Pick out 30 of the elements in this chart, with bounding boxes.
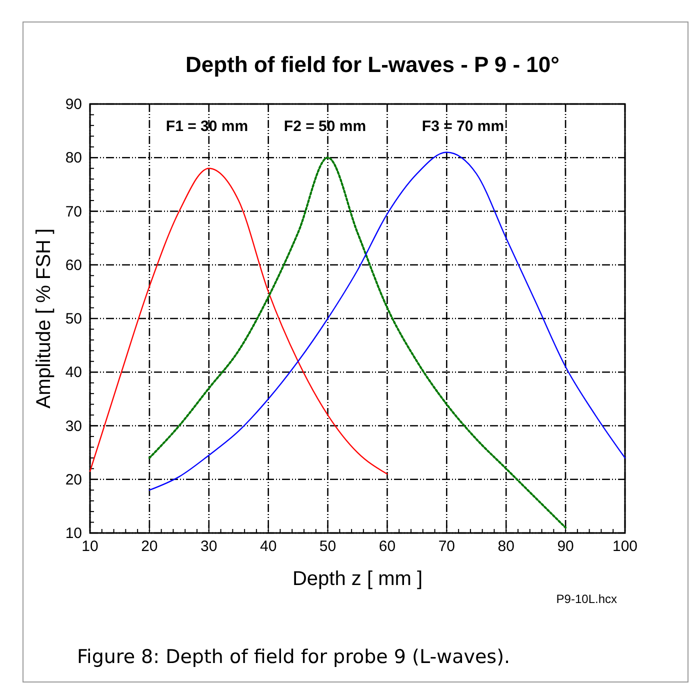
- x-tick-label: 50: [319, 538, 336, 555]
- x-tick-label: 20: [141, 538, 158, 555]
- chart-title: Depth of field for L-waves - P 9 - 10°: [186, 52, 560, 77]
- line-series: [148, 152, 626, 491]
- y-tick-label: 70: [65, 203, 82, 220]
- annotation: F2 = 50 mm: [284, 118, 366, 135]
- annotation: F1 = 30 mm: [166, 118, 248, 135]
- x-tick-label: 100: [612, 538, 638, 555]
- y-tick-label: 60: [65, 256, 82, 274]
- text: P9-10L.hcx: [556, 592, 617, 606]
- x-tick-label: 40: [260, 538, 277, 555]
- x-tick-label: 80: [498, 538, 514, 555]
- x-axis-title: Depth z [ mm ]: [292, 568, 423, 590]
- line-series: [148, 156, 567, 529]
- x-tick-label: 70: [438, 538, 456, 555]
- y-tick-label: 50: [65, 310, 82, 328]
- line-series: [89, 168, 388, 475]
- x-tick-label: 90: [557, 538, 574, 555]
- y-tick-label: 80: [65, 150, 82, 167]
- y-tick-label: 20: [65, 471, 82, 488]
- y-tick-label: 10: [65, 525, 82, 542]
- x-tick-label: 30: [200, 538, 218, 555]
- y-axis-title: Amplitude [ % FSH ]: [33, 228, 55, 409]
- caption: Figure 8: Depth of field for probe 9 (L-waves).: [77, 646, 510, 668]
- y-tick-label: 90: [65, 96, 82, 113]
- y-tick-label: 40: [65, 364, 82, 382]
- y-tick-label: 30: [65, 418, 82, 435]
- x-tick-label: 60: [378, 538, 396, 555]
- annotation: F3 = 70 mm: [422, 118, 504, 135]
- x-tick-label: 10: [82, 538, 98, 555]
